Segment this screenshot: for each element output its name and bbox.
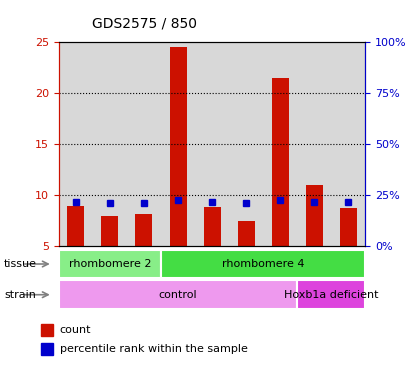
Text: Hoxb1a deficient: Hoxb1a deficient (284, 290, 378, 300)
Text: GDS2575 / 850: GDS2575 / 850 (92, 17, 197, 31)
Text: control: control (159, 290, 197, 300)
Bar (161, 42, 195, 246)
Bar (127, 42, 161, 246)
Bar (229, 42, 263, 246)
Bar (59, 250, 161, 278)
Bar (340, 208, 357, 246)
Bar (238, 221, 255, 246)
Bar (41, 324, 53, 336)
Bar (59, 280, 297, 309)
Bar (101, 216, 118, 246)
Bar (195, 42, 229, 246)
Bar (135, 214, 152, 246)
Text: rhombomere 2: rhombomere 2 (68, 259, 151, 269)
Bar (41, 343, 53, 355)
Text: rhombomere 4: rhombomere 4 (222, 259, 304, 269)
Bar (204, 207, 220, 246)
Bar (331, 42, 365, 246)
Text: tissue: tissue (4, 259, 37, 269)
Bar (272, 78, 289, 246)
Bar (297, 42, 331, 246)
Bar (306, 185, 323, 246)
Bar (93, 42, 127, 246)
Bar (67, 206, 84, 246)
Text: strain: strain (4, 290, 36, 300)
Text: percentile rank within the sample: percentile rank within the sample (60, 344, 247, 354)
Bar (59, 42, 93, 246)
Bar (161, 250, 365, 278)
Bar (170, 47, 186, 246)
Bar (263, 42, 297, 246)
Bar (297, 280, 365, 309)
Text: count: count (60, 325, 91, 335)
